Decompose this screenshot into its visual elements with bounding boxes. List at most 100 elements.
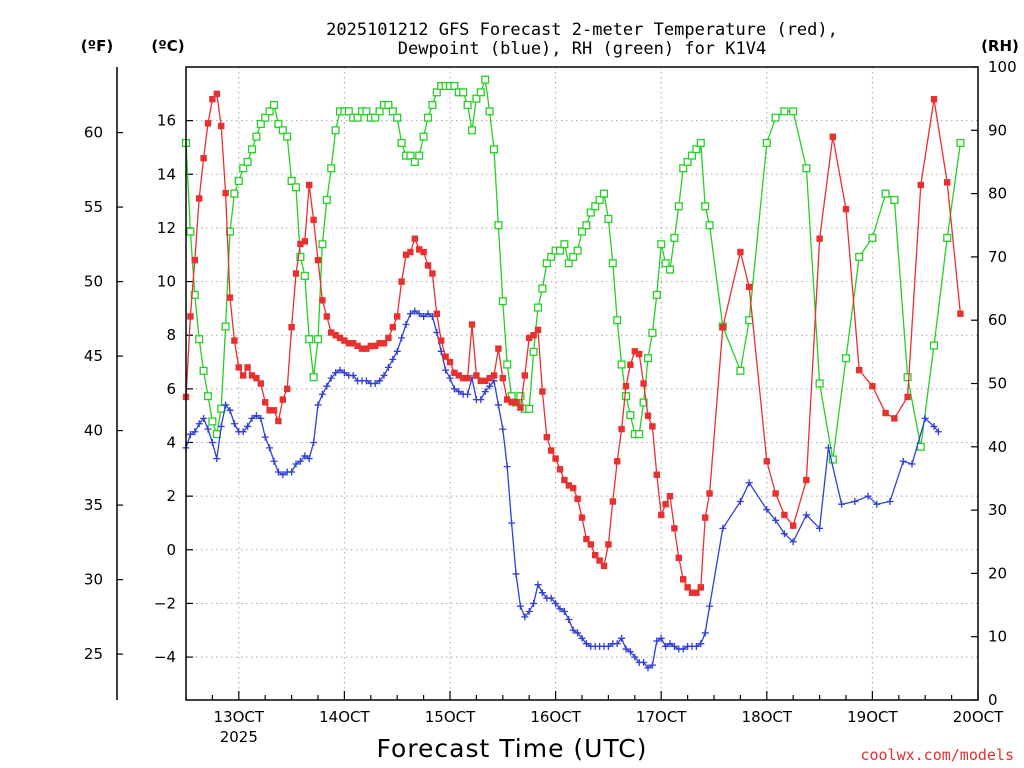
temperature-point — [561, 476, 568, 484]
temperature-point — [856, 366, 863, 374]
dewpoint-point — [622, 645, 630, 653]
dewpoint-point — [393, 347, 401, 355]
temperature-point — [618, 425, 625, 433]
temperature-point — [455, 372, 462, 379]
time-tick-label: 16OCT — [530, 708, 581, 726]
dewpoint-point — [323, 382, 331, 390]
time-tick-label: 17OCT — [636, 708, 687, 726]
temperature-point — [622, 382, 630, 390]
temperature-point — [187, 313, 194, 320]
rh-point — [613, 316, 622, 325]
dewpoint-point — [371, 380, 379, 387]
temperature-point — [248, 372, 256, 379]
rh-point — [393, 113, 402, 122]
temperature-point — [460, 374, 467, 382]
dewpoint-point — [701, 629, 709, 637]
rh-point — [450, 81, 459, 91]
dewpoint-point — [578, 634, 586, 642]
dewpoint-point — [530, 599, 538, 607]
dewpoint-point — [692, 642, 700, 650]
rh-point — [943, 233, 952, 242]
rh-point — [300, 271, 309, 280]
temperature-point — [636, 350, 643, 358]
rh-point — [582, 221, 591, 230]
rh-point — [956, 138, 965, 148]
temperature-point — [424, 262, 432, 269]
rh-point — [388, 107, 397, 116]
rh-point — [313, 335, 323, 344]
temperature-point — [429, 270, 436, 277]
temperature-point — [464, 374, 471, 382]
celsius-tick-label: 10 — [157, 273, 176, 291]
dewpoint-point — [266, 444, 274, 452]
temperature-point — [204, 120, 212, 127]
rh-point — [771, 113, 780, 122]
rh-tick-label: 20 — [988, 564, 1007, 582]
rh-point — [525, 404, 534, 413]
temperature-point — [930, 95, 938, 103]
temperature-point — [688, 589, 696, 596]
dewpoint-point — [433, 329, 441, 337]
rh-point — [639, 398, 648, 407]
time-tick-label: 14OCT — [319, 708, 370, 726]
dewpoint-point — [613, 640, 621, 648]
rh-tick-label: 90 — [988, 121, 1007, 139]
dewpoint-point — [816, 524, 824, 532]
rh-point — [916, 442, 925, 451]
dewpoint-point — [279, 471, 287, 479]
dewpoint-point — [318, 390, 326, 398]
rh-point — [547, 252, 556, 261]
rh-point — [529, 347, 538, 356]
rh-point — [265, 107, 274, 116]
temperature-point — [957, 310, 964, 317]
rh-point — [318, 240, 327, 249]
temperature-point — [402, 251, 410, 258]
rh-point — [459, 88, 468, 97]
celsius-tick-label: −2 — [154, 594, 176, 612]
temperature-point — [319, 297, 326, 304]
dewpoint-point — [270, 457, 278, 465]
rh-point — [701, 202, 710, 211]
temperature-point — [292, 270, 300, 277]
rh-point — [586, 208, 595, 217]
temperature-point — [358, 345, 366, 352]
temperature-point — [842, 205, 850, 213]
temperature-point — [746, 283, 753, 291]
dewpoint-point — [191, 428, 199, 436]
temperature-point — [653, 471, 660, 478]
rh-point — [283, 132, 292, 141]
temperature-point — [345, 340, 352, 347]
rh-point — [555, 246, 565, 255]
rh-point — [252, 132, 261, 141]
dewpoint-point — [525, 607, 533, 615]
temperature-point — [666, 492, 674, 500]
rh-point — [190, 290, 199, 299]
temperature-point — [354, 342, 361, 350]
rh-point — [239, 164, 248, 173]
temperature-point — [904, 393, 911, 401]
dewpoint-point — [257, 414, 265, 422]
temperature-point — [367, 342, 374, 350]
dewpoint-point — [534, 581, 542, 589]
dewpoint-point — [631, 653, 639, 661]
temperature-point — [737, 248, 744, 256]
dewpoint-point — [908, 460, 916, 468]
dewpoint-point — [516, 602, 524, 610]
temperature-point — [394, 313, 401, 320]
dewpoint-point — [442, 366, 450, 374]
temperature-point — [781, 511, 788, 519]
temperature-point — [468, 321, 476, 328]
fahrenheit-tick-label: 35 — [84, 496, 103, 514]
dewpoint-point — [864, 492, 872, 500]
fahrenheit-unit-label: (ºF) — [81, 37, 113, 55]
celsius-tick-label: 2 — [166, 487, 176, 505]
rh-tick-label: 0 — [988, 691, 998, 709]
rh-point — [692, 145, 701, 154]
rh-point — [657, 240, 666, 249]
rh-point — [538, 284, 547, 293]
rh-point — [331, 126, 340, 135]
temperature-point — [350, 340, 357, 347]
series-dewpoint — [182, 307, 942, 672]
dewpoint-point — [327, 374, 335, 382]
